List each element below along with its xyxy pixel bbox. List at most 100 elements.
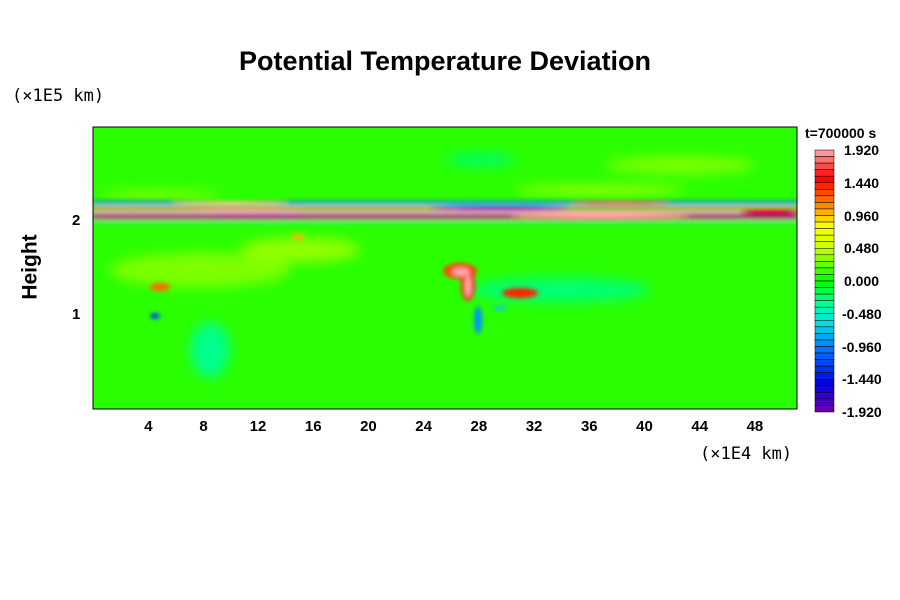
chart-title: Potential Temperature Deviation — [238, 46, 652, 76]
band-layer — [93, 210, 797, 215]
x-tick-label: 16 — [304, 418, 322, 435]
colorbar-tick-label: 0.960 — [844, 207, 880, 224]
plume-feature — [150, 313, 160, 319]
colorbar-swatch — [814, 326, 835, 334]
field-anomaly — [515, 186, 685, 194]
band-lens — [510, 214, 690, 218]
colorbar-swatch — [814, 365, 835, 373]
colorbar-swatch — [814, 385, 835, 393]
colorbar-swatch — [814, 189, 835, 197]
field-soft-features — [100, 152, 755, 378]
colorbar-swatch — [814, 156, 835, 164]
band-lens — [165, 209, 315, 213]
colorbar-swatch — [814, 248, 835, 256]
colorbar-swatch — [814, 254, 835, 262]
colorbar-swatch — [814, 162, 835, 170]
colorbar-swatch — [814, 267, 835, 275]
band-lens — [185, 214, 335, 218]
colorbar-swatch — [814, 149, 835, 157]
plume-feature — [292, 234, 304, 240]
time-label: t=700000 s — [805, 125, 877, 141]
colorbar-swatch — [814, 169, 835, 177]
colorbar-swatch — [814, 202, 835, 210]
field-anomaly — [190, 322, 230, 378]
field-anomaly — [470, 277, 650, 303]
colorbar-swatch — [814, 306, 835, 315]
colorbar-swatch — [814, 320, 835, 328]
x-tick-label: 28 — [470, 418, 488, 435]
colorbar-swatch — [814, 234, 835, 242]
colorbar-swatch — [814, 221, 835, 229]
colorbar-swatch — [814, 300, 835, 308]
colorbar-swatch — [814, 339, 835, 347]
colorbar-swatch — [814, 405, 835, 413]
colorbar-swatch — [814, 346, 835, 354]
colorbar-tick-label: 0.480 — [844, 240, 880, 257]
colorbar-tick-label: -1.440 — [842, 371, 882, 388]
x-tick-label: 12 — [249, 418, 267, 435]
colorbar-swatch — [814, 293, 835, 301]
plume-feature — [474, 306, 482, 334]
colorbar-tick-label: -0.960 — [842, 338, 882, 355]
colorbar-swatch — [814, 215, 835, 223]
x-tick-label: 8 — [199, 418, 208, 435]
field-anomaly — [445, 152, 515, 168]
x-tick-label: 24 — [415, 418, 432, 435]
colorbar-tick-label: -1.920 — [842, 404, 882, 420]
x-tick-label: 40 — [636, 418, 653, 435]
field-anomaly — [605, 156, 755, 174]
colorbar-swatch — [814, 208, 835, 216]
colorbar-swatch — [814, 392, 835, 400]
y-tick-label: 2 — [72, 212, 81, 229]
x-tick-label: 4 — [144, 418, 153, 435]
colorbar-swatch — [814, 182, 835, 190]
colorbar-swatch — [814, 261, 835, 269]
colorbar-swatch — [814, 352, 835, 360]
colorbar-swatch — [814, 379, 835, 387]
field-anomaly — [240, 237, 360, 263]
x-tick-label: 20 — [360, 418, 377, 435]
band-layer — [93, 203, 797, 206]
band-layer — [93, 221, 797, 223]
colorbar-swatch — [814, 280, 835, 288]
field-anomaly — [100, 191, 220, 199]
colorbar-swatch — [814, 359, 835, 367]
band-lens — [430, 205, 570, 211]
y-tick-label: 1 — [72, 306, 81, 323]
band-lens — [740, 209, 797, 215]
plot-frame — [92, 126, 798, 410]
colorbar-swatch — [814, 287, 835, 295]
band-layer — [93, 214, 797, 217]
y-unit-label: (×1E5 km) — [12, 86, 105, 106]
x-tick-label: 48 — [746, 418, 764, 435]
colorbar-swatch — [814, 228, 835, 236]
x-tick-label: 32 — [525, 418, 543, 435]
colorbar-swatch — [814, 175, 835, 183]
colorbar-swatch — [814, 372, 835, 380]
plume-feature — [502, 288, 538, 298]
band-layer — [93, 218, 797, 220]
x-tick-label: 36 — [580, 418, 598, 435]
colorbar-swatch — [814, 195, 835, 203]
x-tick-label: 44 — [691, 418, 709, 435]
field-band — [93, 201, 797, 334]
band-lens — [170, 201, 290, 205]
plume-feature — [150, 283, 170, 291]
x-unit-label: (×1E4 km) — [700, 444, 793, 464]
colorbar-tick-label: 1.920 — [844, 142, 880, 158]
colorbar-swatch — [814, 313, 835, 321]
colorbar-tick-label: 0.000 — [844, 273, 880, 289]
band-lens — [570, 201, 670, 205]
plume-stem — [465, 275, 471, 297]
band-layer — [93, 201, 797, 203]
colorbar-swatch — [814, 241, 835, 249]
colorbar-swatch — [814, 274, 835, 282]
plume-feature — [493, 306, 507, 310]
colorbar-tick-label: -0.480 — [842, 305, 882, 322]
colorbar-tick-label: 1.440 — [844, 174, 880, 191]
plume-core — [452, 268, 470, 276]
colorbar-swatch — [814, 398, 835, 406]
colorbar-swatch — [814, 333, 835, 341]
